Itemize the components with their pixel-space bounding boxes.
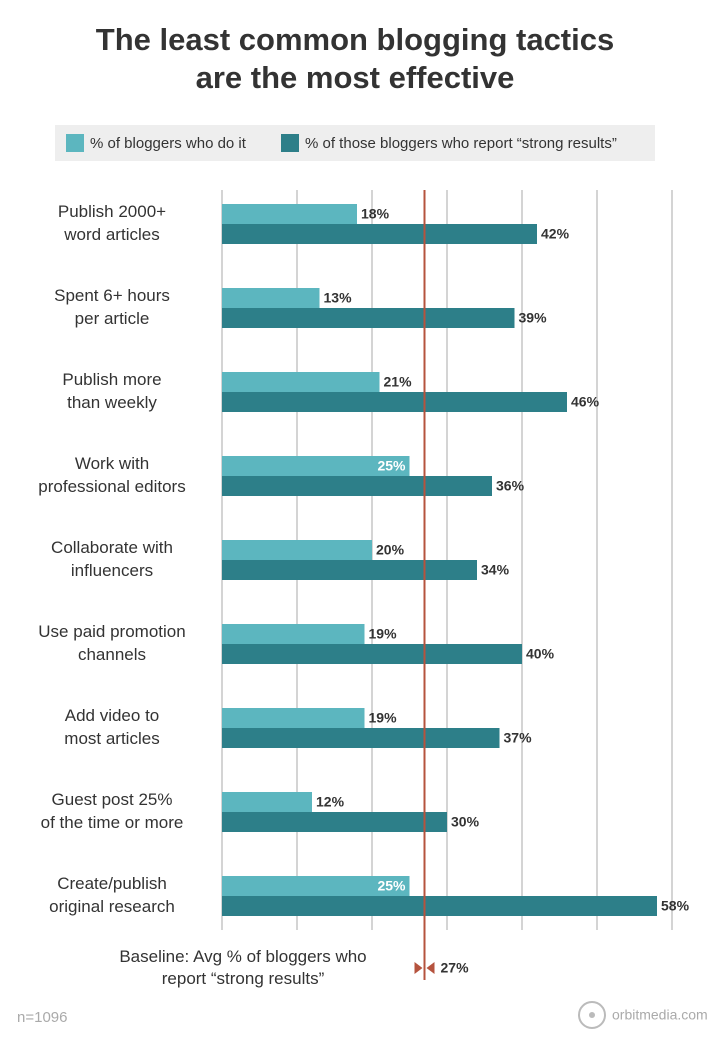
baseline-marker <box>414 962 435 974</box>
bar <box>222 372 380 392</box>
value-label: 42% <box>541 226 570 242</box>
bar <box>222 728 500 748</box>
sample-note: n=1096 <box>17 1009 67 1026</box>
value-label: 58% <box>661 898 690 914</box>
legend-swatch <box>66 134 84 152</box>
category-label: Publish 2000+ word articles <box>58 202 166 244</box>
bar <box>222 708 365 728</box>
value-label: 39% <box>519 310 548 326</box>
bar <box>222 540 372 560</box>
category-label: Spent 6+ hours per article <box>54 286 170 328</box>
category-label: Collaborate with influencers <box>51 538 173 580</box>
category-label: Publish more than weekly <box>62 370 161 412</box>
value-label: 36% <box>496 478 525 494</box>
value-label: 37% <box>504 730 533 746</box>
legend-swatch <box>281 134 299 152</box>
value-label: 25% <box>377 458 406 474</box>
value-label: 40% <box>526 646 555 662</box>
value-label: 20% <box>376 542 405 558</box>
category-label: Guest post 25% of the time or more <box>41 790 184 832</box>
bar <box>222 792 312 812</box>
baseline-value: 27% <box>441 960 470 976</box>
baseline-label: Baseline: Avg % of bloggers who report “s… <box>119 947 366 988</box>
bar <box>222 288 320 308</box>
bar <box>222 644 522 664</box>
value-label: 30% <box>451 814 480 830</box>
value-label: 13% <box>324 290 353 306</box>
logo-dot <box>589 1012 595 1018</box>
category-label: Work with professional editors <box>38 454 185 496</box>
bar <box>222 624 365 644</box>
value-label: 19% <box>369 626 398 642</box>
value-label: 34% <box>481 562 510 578</box>
category-label: Add video to most articles <box>64 706 159 748</box>
bar <box>222 560 477 580</box>
chart-title: The least common blogging tactics are the… <box>96 22 614 95</box>
value-label: 18% <box>361 206 390 222</box>
bar <box>222 476 492 496</box>
bar <box>222 812 447 832</box>
value-label: 19% <box>369 710 398 726</box>
legend-box <box>55 125 655 161</box>
logo-text: orbitmedia.com <box>612 1007 708 1023</box>
bar <box>222 204 357 224</box>
bar <box>222 896 657 916</box>
legend-label: % of bloggers who do it <box>90 135 247 152</box>
category-label: Use paid promotion channels <box>38 622 185 664</box>
legend-label: % of those bloggers who report “strong r… <box>305 135 617 152</box>
bar <box>222 224 537 244</box>
value-label: 12% <box>316 794 345 810</box>
logo-icon <box>578 1001 606 1029</box>
bar <box>222 876 410 896</box>
value-label: 25% <box>377 878 406 894</box>
value-label: 46% <box>571 394 600 410</box>
value-label: 21% <box>384 374 413 390</box>
category-label: Create/publish original research <box>49 874 175 916</box>
bar <box>222 456 410 476</box>
bar <box>222 392 567 412</box>
bar <box>222 308 515 328</box>
